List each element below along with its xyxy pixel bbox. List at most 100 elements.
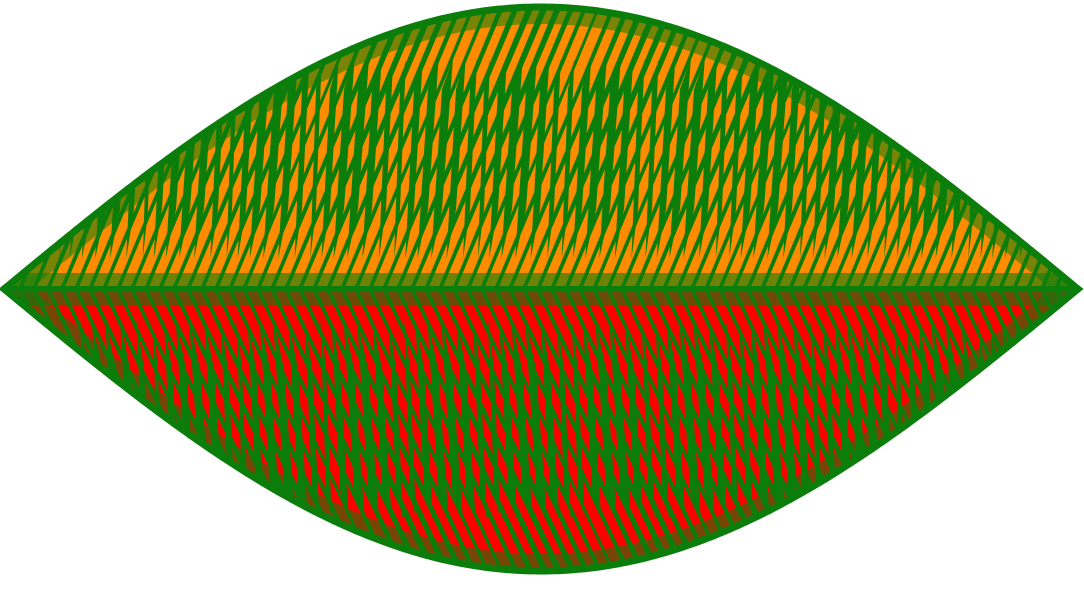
pattern-diamond	[783, 59, 801, 259]
pattern-diamond	[614, 59, 634, 259]
pattern-diamond	[1015, 319, 1037, 519]
pattern-stripe	[1054, 7, 1078, 289]
pattern-diamond	[547, 59, 561, 259]
pattern-diamond	[25, 59, 47, 259]
pattern-diamond	[378, 59, 394, 259]
pattern-diamond	[489, 59, 507, 259]
pattern-diamond	[1052, 59, 1064, 259]
pattern-stripe	[4, 289, 22, 571]
pattern-stripe	[4, 7, 16, 289]
pattern-diamond	[11, 59, 33, 259]
pattern-diamond	[1064, 59, 1078, 259]
pattern-diamond	[698, 59, 718, 259]
pattern-diamond	[777, 319, 799, 519]
pattern-stripe	[1040, 289, 1078, 571]
pattern-diamond	[405, 59, 423, 259]
pattern-diamond	[599, 59, 621, 259]
pattern-diamond	[561, 59, 575, 259]
pattern-diamond	[595, 319, 617, 519]
pattern-diamond	[278, 59, 298, 259]
pattern-diamond	[715, 59, 729, 259]
pattern-diamond	[525, 319, 547, 519]
pattern-diamond	[288, 319, 308, 519]
pattern-diamond	[263, 59, 285, 259]
pattern-diamond	[609, 319, 631, 519]
pattern-diamond	[362, 59, 382, 259]
pattern-diamond	[21, 319, 43, 519]
pattern-diamond	[645, 59, 659, 259]
upper-half-pattern	[0, 0, 1078, 289]
pattern-diamond	[310, 59, 322, 259]
pattern-diamond	[1035, 59, 1053, 259]
pattern-diamond	[357, 319, 379, 519]
pattern-diamond	[41, 59, 59, 259]
pattern-stripe	[1026, 7, 1078, 289]
pattern-diamond	[1074, 319, 1078, 519]
pattern-diamond	[417, 59, 439, 259]
pattern-diamond	[729, 59, 743, 259]
pattern-diamond	[427, 319, 449, 519]
pattern-diamond	[446, 59, 466, 259]
pattern-diamond	[35, 319, 57, 519]
pattern-diamond	[656, 59, 676, 259]
pattern-diamond	[767, 59, 789, 259]
pattern-stripe	[410, 289, 557, 571]
pattern-diamond	[693, 319, 715, 519]
pattern-diamond	[273, 319, 295, 519]
pattern-stripe	[4, 289, 52, 571]
pattern-diamond	[750, 319, 770, 519]
pattern-diamond	[4, 59, 19, 259]
pattern-diamond	[321, 59, 339, 259]
pattern-diamond	[294, 59, 310, 259]
pattern-diamond	[394, 59, 406, 259]
pattern-diamond	[441, 319, 463, 519]
pattern-stripe	[1068, 7, 1078, 289]
pattern-diamond	[679, 319, 701, 519]
pattern-diamond	[4, 319, 12, 519]
pattern-stripe	[4, 7, 32, 289]
pattern-diamond	[1045, 319, 1063, 519]
pattern-diamond	[477, 59, 491, 259]
pattern-diamond	[463, 59, 477, 259]
pattern-diamond	[347, 59, 369, 259]
pattern-diamond	[763, 319, 785, 519]
pattern-diamond	[669, 59, 691, 259]
pattern-diamond	[753, 59, 775, 259]
pattern-diamond	[7, 319, 29, 519]
center-band	[4, 273, 1078, 289]
pattern-diamond	[683, 59, 705, 259]
pattern-stripe	[424, 289, 571, 571]
pattern-diamond	[540, 319, 560, 519]
pattern-diamond	[515, 59, 537, 259]
center-band	[4, 289, 1078, 305]
pattern-diamond	[1019, 59, 1041, 259]
pattern-diamond	[372, 319, 392, 519]
pattern-diamond	[343, 319, 365, 519]
pattern-diamond	[333, 59, 355, 259]
pattern-diamond	[1029, 319, 1051, 519]
pattern-stripe	[4, 7, 47, 289]
pattern-stripe	[1040, 7, 1078, 289]
pattern-diamond	[51, 319, 69, 519]
pattern-diamond	[1075, 59, 1078, 259]
pattern-stripe	[4, 289, 36, 571]
pattern-stripe	[1068, 289, 1078, 571]
pattern-stripe	[1026, 289, 1078, 571]
pattern-diamond	[456, 319, 476, 519]
pattern-diamond	[572, 59, 592, 259]
pattern-stripe	[1054, 289, 1078, 571]
pattern-diamond	[511, 319, 533, 519]
pattern-diamond	[631, 59, 645, 259]
pattern-stripe	[4, 289, 10, 571]
pattern-diamond	[530, 59, 550, 259]
pattern-diamond	[585, 59, 607, 259]
pattern-diamond	[431, 59, 453, 259]
pattern-diamond	[1062, 319, 1074, 519]
pattern-diamond	[501, 59, 523, 259]
pattern-diamond	[59, 59, 69, 259]
pattern-diamond	[740, 59, 760, 259]
lower-half-pattern	[4, 289, 1078, 571]
pattern-stripe	[0, 0, 2, 289]
